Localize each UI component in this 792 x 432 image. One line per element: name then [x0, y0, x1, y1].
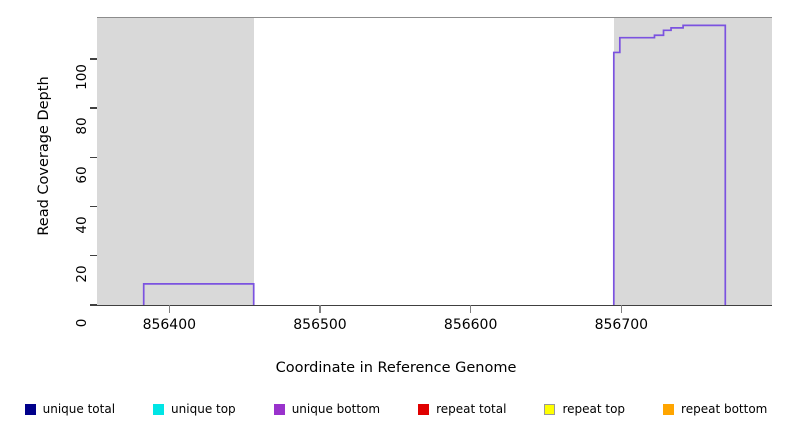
- x-tick-mark: [620, 305, 623, 313]
- shaded-region: [97, 18, 254, 306]
- y-tick-label: 80: [74, 117, 90, 135]
- x-tick-mark: [319, 305, 321, 313]
- legend-item-unique-total[interactable]: unique total: [24, 402, 116, 416]
- y-tick-label: 60: [74, 166, 90, 184]
- y-tick-mark: [90, 205, 97, 208]
- legend-label: unique top: [171, 402, 236, 416]
- y-tick-mark: [90, 156, 97, 158]
- legend-label: unique total: [42, 402, 116, 416]
- legend-item-unique-top[interactable]: unique top: [153, 402, 236, 416]
- legend-label: repeat total: [436, 402, 507, 416]
- legend-label: repeat bottom: [681, 402, 768, 416]
- legend-swatch-icon: [24, 403, 36, 415]
- legend-swatch-icon: [663, 403, 675, 415]
- legend-swatch-icon: [153, 403, 165, 415]
- plot-area: [97, 17, 772, 306]
- x-tick-label: 856600: [443, 317, 498, 333]
- y-tick-mark: [90, 255, 97, 257]
- y-axis-tick-labels: 0 20 40 60 80 100: [42, 17, 90, 327]
- y-tick-label: 100: [74, 63, 90, 90]
- legend-item-unique-bottom[interactable]: unique bottom: [273, 402, 381, 416]
- x-tick-label: 856400: [142, 317, 197, 333]
- y-tick-mark: [90, 304, 97, 306]
- y-tick-label: 40: [74, 215, 90, 234]
- legend-swatch-icon: [544, 403, 556, 415]
- legend-item-repeat-bottom[interactable]: repeat bottom: [663, 402, 767, 416]
- chart-legend: unique total unique top unique bottom repea…: [0, 398, 792, 420]
- x-axis-title: Coordinate in Reference Genome: [275, 360, 517, 376]
- y-tick-mark: [90, 58, 97, 60]
- y-tick-label: 20: [74, 265, 90, 283]
- x-tick-mark: [168, 305, 170, 313]
- legend-swatch-icon: [418, 403, 430, 415]
- legend-item-repeat-top[interactable]: repeat top: [544, 402, 625, 416]
- shaded-region: [613, 18, 772, 306]
- series-unique-bottom: [97, 25, 772, 306]
- x-axis-spine: [97, 305, 772, 307]
- x-tick-label: 856700: [594, 317, 649, 333]
- coverage-trace: [97, 18, 772, 306]
- legend-item-repeat-total[interactable]: repeat total: [418, 402, 506, 416]
- x-axis-tick-labels: 856400 856500 856600 856700: [0, 317, 792, 339]
- legend-swatch-icon: [273, 403, 285, 415]
- x-axis: [97, 305, 772, 315]
- x-tick-mark: [469, 305, 472, 313]
- legend-label: repeat top: [562, 402, 626, 416]
- x-tick-label: 856500: [293, 317, 347, 333]
- y-tick-mark: [90, 107, 97, 109]
- legend-label: unique bottom: [291, 402, 381, 416]
